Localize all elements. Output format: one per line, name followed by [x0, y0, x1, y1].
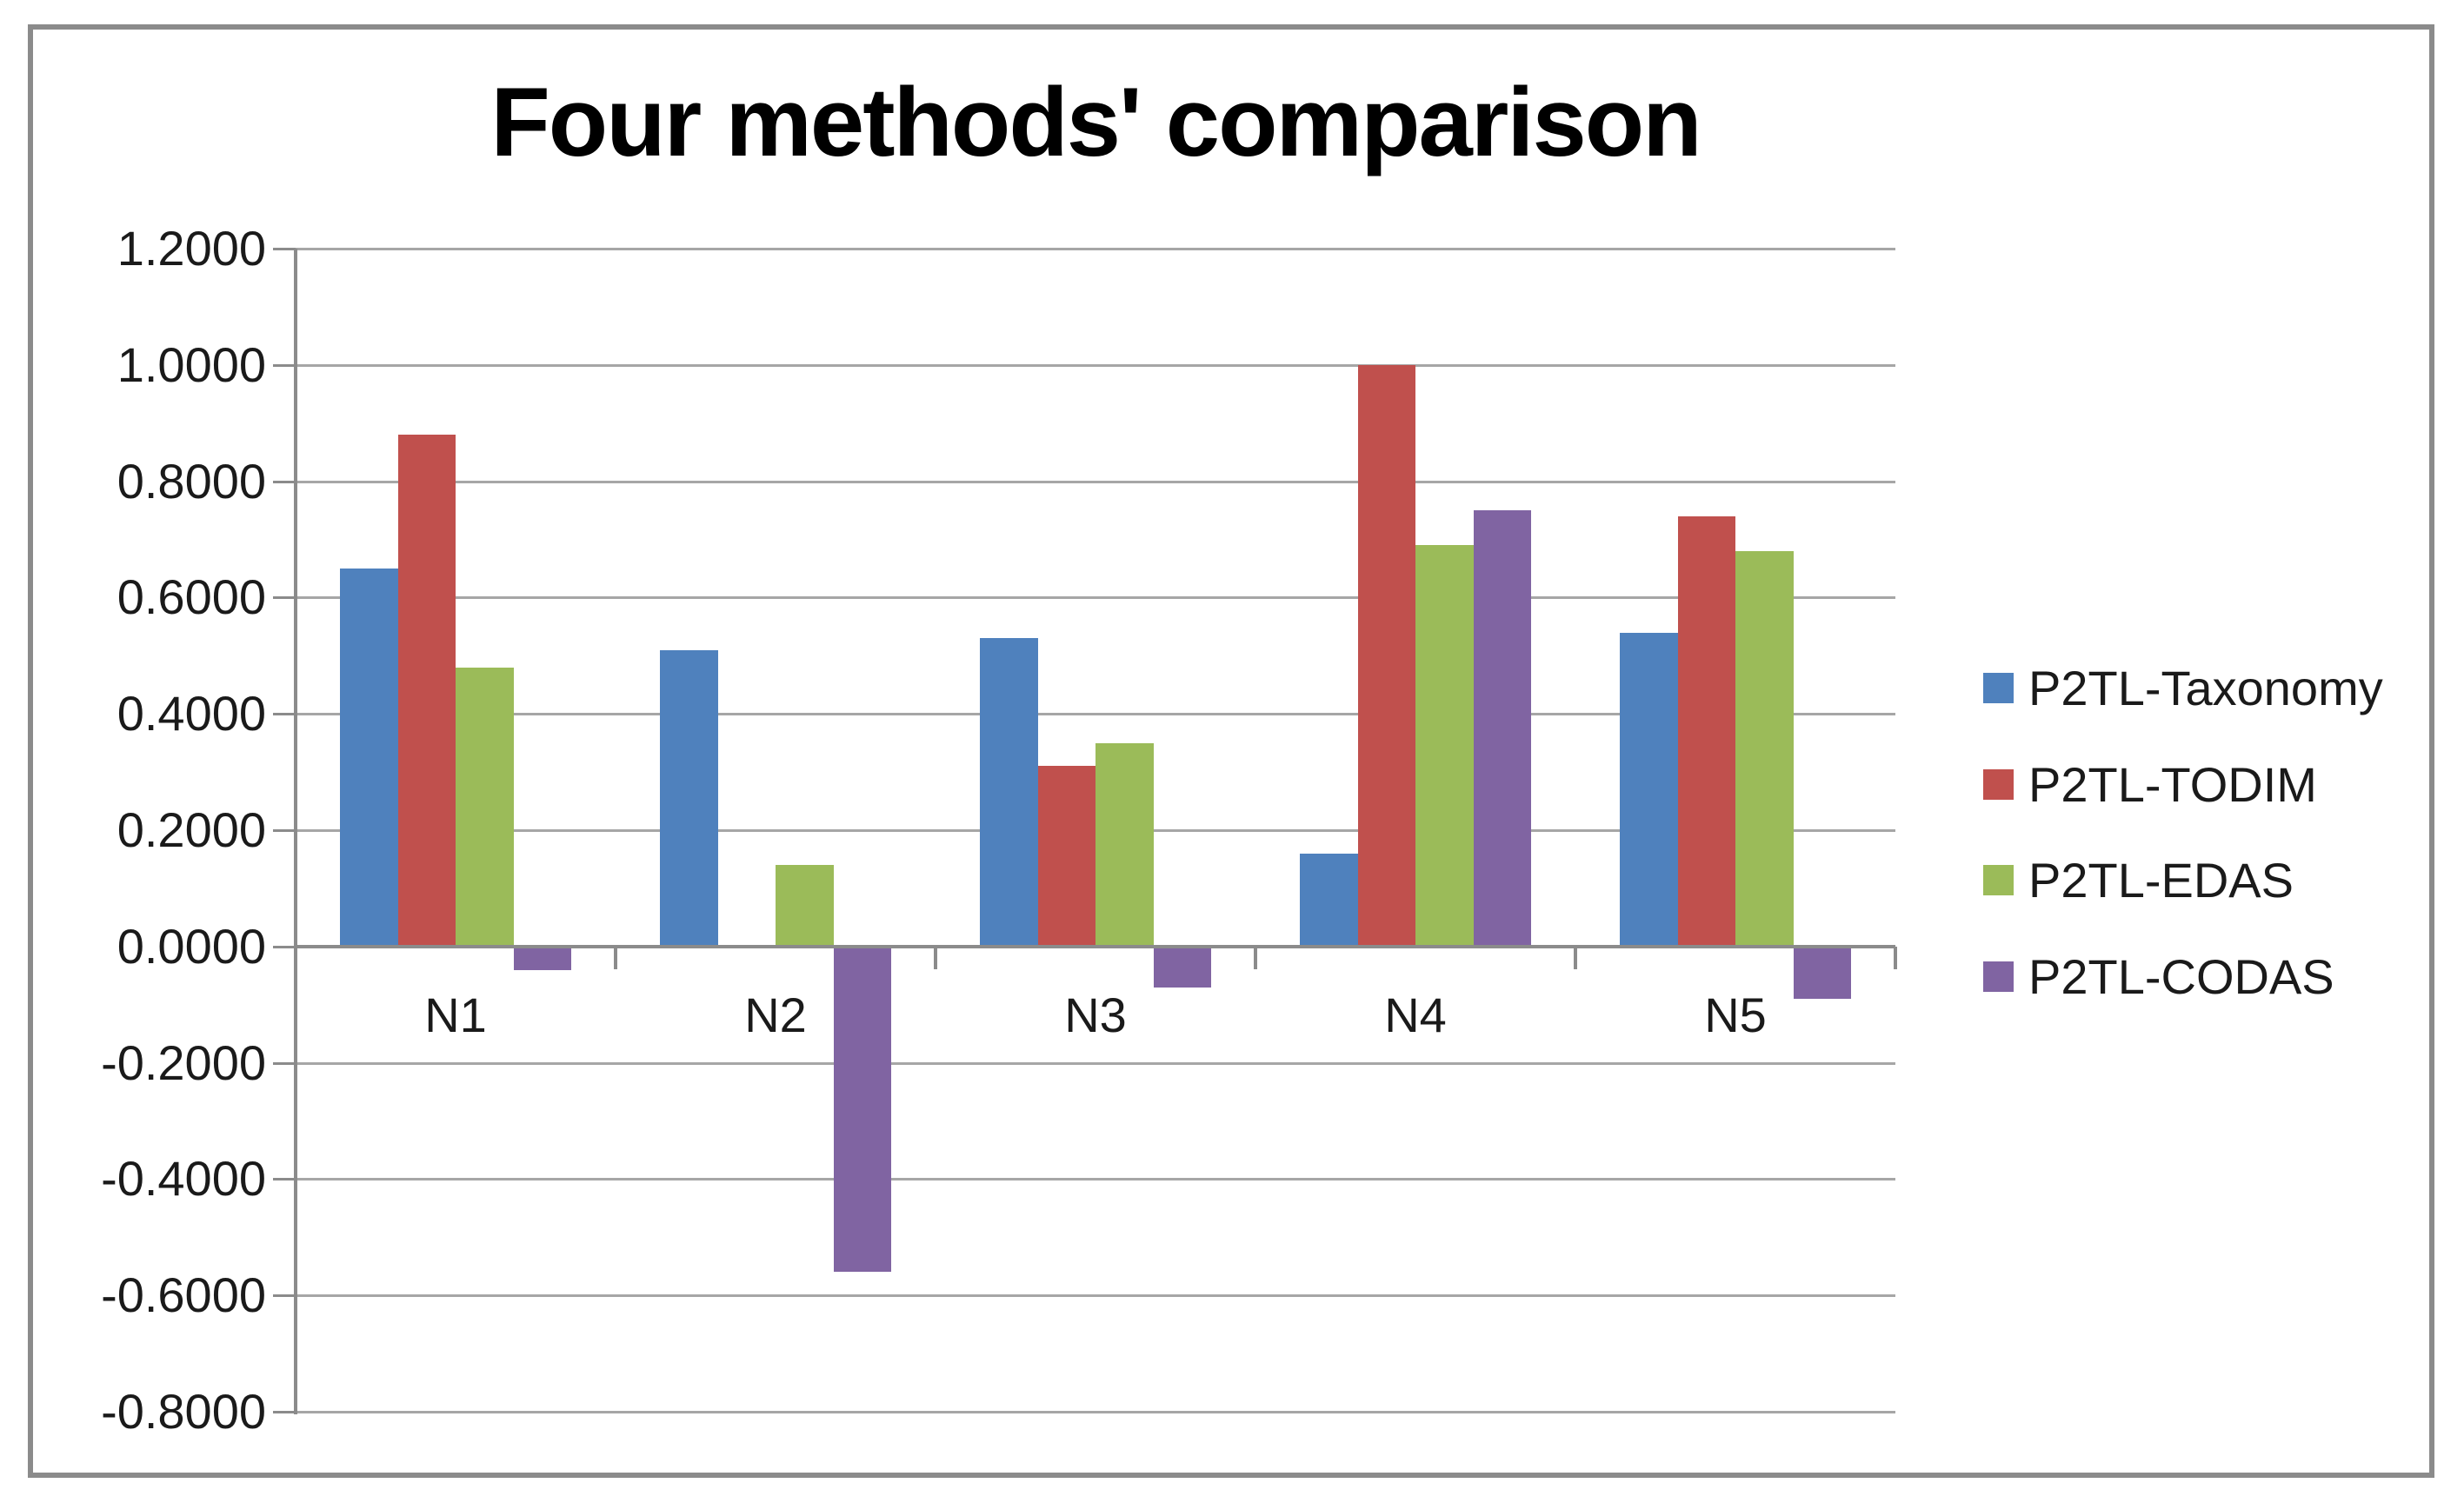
gridline-1.0000 — [296, 364, 1895, 367]
bar-n2-p2tl-taxonomy — [660, 649, 718, 947]
legend-swatch-p2tl-codas — [1983, 961, 2014, 993]
bar-n3-p2tl-taxonomy — [980, 638, 1038, 947]
chart-title: Four methods' comparison — [490, 68, 1701, 176]
y-axis-label--0.4000: -0.4000 — [101, 1151, 266, 1206]
legend-swatch-p2tl-edas — [1983, 865, 2014, 896]
y-tick--0.4000 — [273, 1178, 296, 1180]
bar-n1-p2tl-todim — [397, 435, 456, 947]
bar-n4-p2tl-todim — [1357, 364, 1415, 947]
legend-item-p2tl-edas: P2TL-EDAS — [1983, 855, 2383, 907]
gridline--0.4000 — [296, 1178, 1895, 1180]
bar-n5-p2tl-taxonomy — [1620, 632, 1678, 947]
y-tick--0.6000 — [273, 1294, 296, 1297]
bar-n4-p2tl-taxonomy — [1300, 853, 1358, 947]
gridline-0.6000 — [296, 596, 1895, 599]
y-axis-label-0.4000: 0.4000 — [117, 686, 266, 741]
gridline-0.8000 — [296, 481, 1895, 483]
legend: P2TL-Taxonomy P2TL-TODIM P2TL-EDAS P2TL-COD… — [1983, 643, 2418, 1034]
y-tick-0.4000 — [273, 713, 296, 715]
y-tick-1.2000 — [273, 248, 296, 250]
y-axis-line — [294, 249, 297, 1414]
plot-area — [294, 248, 1897, 1414]
category-label-n4: N4 — [1384, 988, 1447, 1042]
gridline-0.4000 — [296, 713, 1895, 715]
bar-n4-p2tl-edas — [1415, 545, 1474, 947]
legend-label-p2tl-edas: P2TL-EDAS — [2028, 853, 2294, 908]
bar-n5-p2tl-codas — [1793, 946, 1851, 999]
gridline--0.8000 — [296, 1411, 1895, 1413]
bar-n1-p2tl-edas — [456, 667, 514, 947]
gridline--0.6000 — [296, 1294, 1895, 1297]
category-label-n3: N3 — [1064, 988, 1127, 1042]
figure-border — [28, 24, 2434, 1478]
y-tick--0.8000 — [273, 1411, 296, 1413]
y-axis-label--0.6000: -0.6000 — [101, 1267, 266, 1322]
y-axis-label-1.2000: 1.2000 — [117, 221, 266, 276]
y-tick-0.6000 — [273, 596, 296, 599]
gridline--0.2000 — [296, 1062, 1895, 1065]
bar-n3-p2tl-codas — [1153, 946, 1211, 988]
bar-n5-p2tl-todim — [1677, 515, 1735, 947]
bar-n1-p2tl-taxonomy — [340, 568, 398, 947]
legend-label-p2tl-todim: P2TL-TODIM — [2028, 756, 2317, 812]
legend-swatch-p2tl-todim — [1983, 768, 2014, 800]
y-tick-1.0000 — [273, 364, 296, 367]
x-tick-3 — [1254, 947, 1257, 969]
legend-label-p2tl-taxonomy: P2TL-Taxonomy — [2028, 661, 2383, 715]
x-tick-2 — [934, 947, 937, 969]
category-label-n5: N5 — [1704, 988, 1767, 1042]
bar-n3-p2tl-todim — [1037, 766, 1095, 947]
y-tick-0.0000 — [273, 946, 296, 948]
bar-n3-p2tl-edas — [1095, 742, 1154, 947]
y-tick-0.8000 — [273, 481, 296, 483]
y-axis-label-0.0000: 0.0000 — [117, 919, 266, 974]
category-label-n2: N2 — [744, 988, 807, 1042]
legend-swatch-p2tl-taxonomy — [1983, 673, 2014, 703]
legend-item-p2tl-todim: P2TL-TODIM — [1983, 756, 2383, 812]
x-tick-4 — [1574, 947, 1577, 969]
x-tick-0 — [294, 947, 297, 969]
bar-n4-p2tl-codas — [1473, 510, 1531, 947]
bar-n2-p2tl-codas — [833, 946, 891, 1273]
y-axis-label-0.6000: 0.6000 — [117, 569, 266, 624]
y-axis-label--0.8000: -0.8000 — [101, 1384, 266, 1439]
category-label-n1: N1 — [424, 988, 487, 1042]
y-axis-label-0.2000: 0.2000 — [117, 802, 266, 857]
y-tick--0.2000 — [273, 1062, 296, 1065]
bar-n1-p2tl-codas — [513, 946, 571, 970]
legend-item-p2tl-codas: P2TL-CODAS — [1983, 951, 2383, 1003]
bar-n2-p2tl-edas — [776, 865, 834, 947]
y-axis-label-1.0000: 1.0000 — [117, 337, 266, 392]
y-axis-label--0.2000: -0.2000 — [101, 1035, 266, 1090]
legend-label-p2tl-codas: P2TL-CODAS — [2028, 949, 2334, 1005]
gridline-1.2000 — [296, 248, 1895, 250]
y-axis-label-0.8000: 0.8000 — [117, 454, 266, 509]
bar-n5-p2tl-edas — [1735, 550, 1794, 947]
legend-item-p2tl-taxonomy: P2TL-Taxonomy — [1983, 662, 2383, 715]
y-tick-0.2000 — [273, 829, 296, 832]
x-tick-1 — [614, 947, 617, 969]
x-axis-line — [296, 945, 1895, 948]
x-tick-5 — [1894, 947, 1897, 969]
